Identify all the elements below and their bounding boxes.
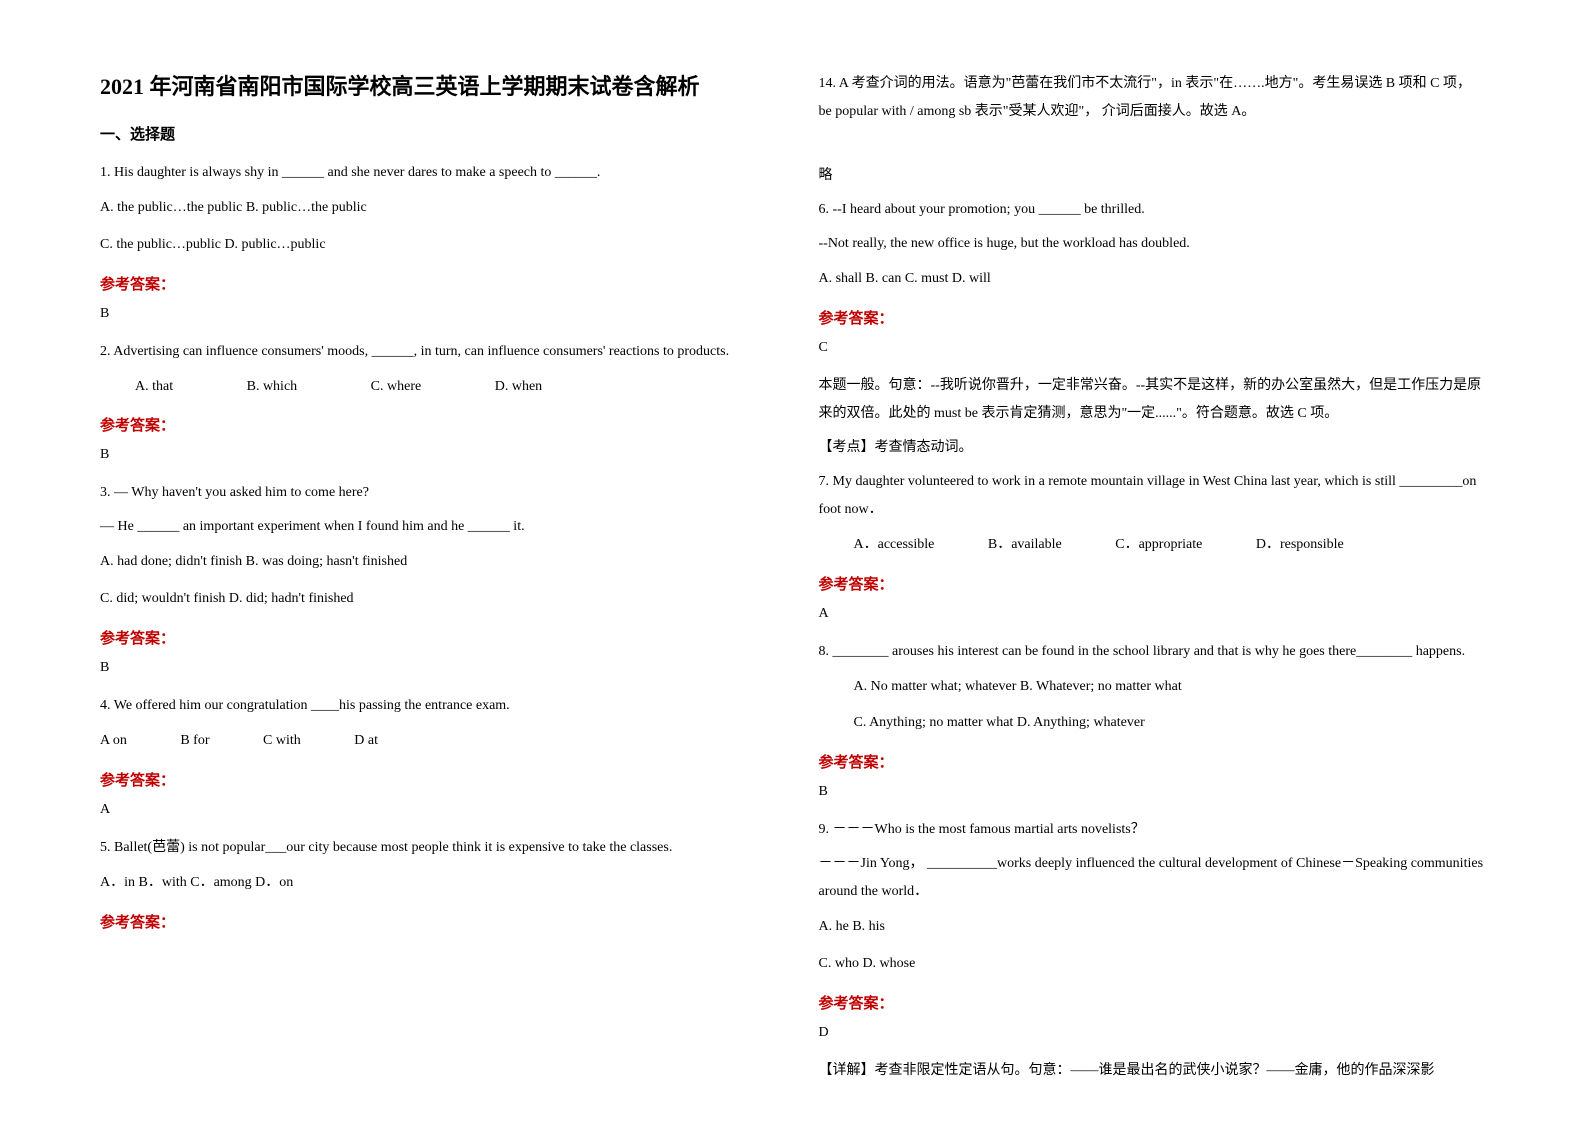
q5-options: A．in B．with C．among D．on: [100, 868, 769, 899]
q9-optsAB: A. he B. his: [819, 912, 1488, 943]
q6-exp1: 本题一般。句意：--我听说你晋升，一定非常兴奋。--其实不是这样，新的办公室虽然…: [819, 372, 1488, 428]
q2-answer: B: [100, 441, 769, 469]
q7-optC: C．appropriate: [1115, 530, 1202, 561]
q8-text: 8. ________ arouses his interest can be …: [819, 638, 1488, 666]
q6-exp2: 【考点】考查情态动词。: [819, 434, 1488, 462]
answer-label: 参考答案：: [819, 751, 1488, 772]
q6-options: A. shall B. can C. must D. will: [819, 264, 1488, 295]
right-column: 14. A 考查介词的用法。语意为"芭蕾在我们市不太流行"，in 表示"在…….…: [819, 70, 1488, 1082]
answer-label: 参考答案：: [100, 911, 769, 932]
q9-answer: D: [819, 1019, 1488, 1047]
q8-optC: C. Anything; no matter what: [854, 715, 1014, 730]
q9-optsCD: C. who D. whose: [819, 949, 1488, 980]
q1-answer: B: [100, 300, 769, 328]
q4-answer: A: [100, 796, 769, 824]
q14-note: 14. A 考查介词的用法。语意为"芭蕾在我们市不太流行"，in 表示"在…….…: [819, 70, 1488, 126]
q3-optD: D. did; hadn't finished: [229, 591, 354, 606]
q4-optB: B for: [180, 726, 209, 757]
q4-text: 4. We offered him our congratulation ___…: [100, 692, 769, 720]
q3-optB: B. was doing; hasn't finished: [246, 554, 408, 569]
q2-optB: B. which: [247, 372, 298, 403]
q4-optA: A on: [100, 726, 127, 757]
q9-exp: 【详解】考查非限定性定语从句。句意：——谁是最出名的武侠小说家？——金庸，他的作…: [819, 1057, 1488, 1085]
q7-optA: A．accessible: [854, 530, 935, 561]
answer-label: 参考答案：: [100, 273, 769, 294]
q8-options-row2: C. Anything; no matter what D. Anything;…: [854, 708, 1488, 739]
q7-options: A．accessible B．available C．appropriate D…: [854, 530, 1488, 561]
answer-label: 参考答案：: [819, 573, 1488, 594]
q8-optD: D. Anything; whatever: [1017, 715, 1145, 730]
answer-label: 参考答案：: [819, 307, 1488, 328]
q3-answer: B: [100, 654, 769, 682]
q8-optA: A. No matter what; whatever: [854, 679, 1017, 694]
section-heading: 一、选择题: [100, 123, 769, 144]
answer-label: 参考答案：: [100, 769, 769, 790]
q3-text2: — He ______ an important experiment when…: [100, 513, 769, 541]
q2-options: A. that B. which C. where D. when: [135, 372, 769, 403]
page-title: 2021 年河南省南阳市国际学校高三英语上学期期末试卷含解析: [100, 70, 769, 103]
q8-options-row1: A. No matter what; whatever B. Whatever;…: [854, 672, 1488, 703]
q8-answer: B: [819, 778, 1488, 806]
left-column: 2021 年河南省南阳市国际学校高三英语上学期期末试卷含解析 一、选择题 1. …: [100, 70, 769, 1082]
q1-optA: A. the public…the public: [100, 200, 242, 215]
q2-optC: C. where: [371, 372, 422, 403]
q5-text: 5. Ballet(芭蕾) is not popular___our city …: [100, 834, 769, 862]
q2-optA: A. that: [135, 372, 173, 403]
answer-label: 参考答案：: [100, 627, 769, 648]
q4-options: A on B for C with D at: [100, 726, 769, 757]
q6-text2: --Not really, the new office is huge, bu…: [819, 230, 1488, 258]
q1-options-row2: C. the public…public D. public…public: [100, 230, 769, 261]
q7-optD: D．responsible: [1256, 537, 1344, 552]
q3-options-row2: C. did; wouldn't finish D. did; hadn't f…: [100, 584, 769, 615]
q4-optC: C with: [263, 726, 301, 757]
q1-optC: C. the public…public: [100, 237, 221, 252]
q7-answer: A: [819, 600, 1488, 628]
q3-text1: 3. — Why haven't you asked him to come h…: [100, 479, 769, 507]
q7-text: 7. My daughter volunteered to work in a …: [819, 468, 1488, 524]
q8-optB: B. Whatever; no matter what: [1020, 679, 1182, 694]
answer-label: 参考答案：: [100, 414, 769, 435]
q9-text2: －－－Jin Yong， __________works deeply infl…: [819, 850, 1488, 906]
q7-optB: B．available: [988, 530, 1062, 561]
q3-optC: C. did; wouldn't finish: [100, 591, 225, 606]
q4-optD: D at: [354, 733, 378, 748]
q2-optD: D. when: [495, 372, 542, 403]
q2-text: 2. Advertising can influence consumers' …: [100, 338, 769, 366]
q6-answer: C: [819, 334, 1488, 362]
q3-options-row1: A. had done; didn't finish B. was doing;…: [100, 547, 769, 578]
q1-optD: D. public…public: [224, 237, 325, 252]
answer-label: 参考答案：: [819, 992, 1488, 1013]
q9-text1: 9. －－－Who is the most famous martial art…: [819, 816, 1488, 844]
lue: 略: [819, 162, 1488, 190]
q1-text: 1. His daughter is always shy in ______ …: [100, 159, 769, 187]
q6-text1: 6. --I heard about your promotion; you _…: [819, 196, 1488, 224]
q1-options-row1: A. the public…the public B. public…the p…: [100, 193, 769, 224]
q3-optA: A. had done; didn't finish: [100, 554, 242, 569]
q1-optB: B. public…the public: [246, 200, 367, 215]
